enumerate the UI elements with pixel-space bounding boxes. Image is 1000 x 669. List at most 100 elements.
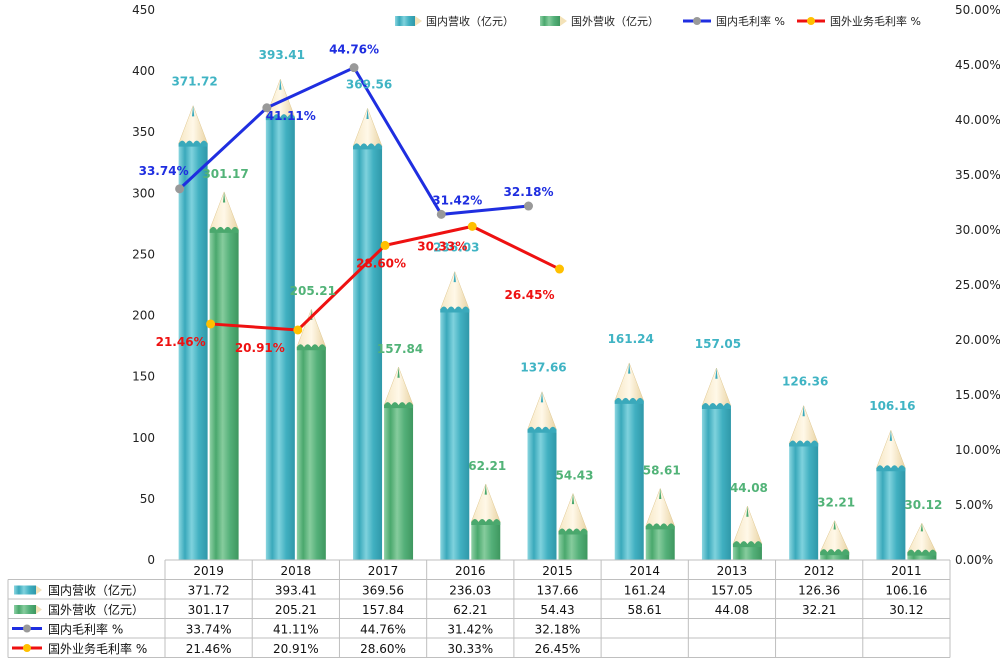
bar-foreign-2014-lead xyxy=(659,488,662,500)
table-row-name: 国外营收（亿元） xyxy=(48,602,144,617)
label-foreign-revenue: 157.84 xyxy=(377,342,423,356)
point-domestic-margin-2018 xyxy=(262,103,272,113)
table-cell: 30.33% xyxy=(447,642,493,656)
bar-domestic-2017 xyxy=(352,107,383,560)
bar-foreign-2011-lead xyxy=(920,523,924,532)
bar-domestic-2018-collar xyxy=(265,114,295,121)
bar-domestic-2019 xyxy=(178,104,208,561)
table-cell: 157.84 xyxy=(362,603,404,617)
table-row: 国外营收（亿元） 301.17 205.21 157.84 62.21 54.43 58.6… xyxy=(14,602,924,617)
x-tick-label: 2012 xyxy=(804,564,835,578)
table-cell: 126.36 xyxy=(798,584,840,598)
y-left-tick: 300 xyxy=(132,186,155,200)
bar-domestic-2015 xyxy=(527,391,557,560)
y-right-tick: 45.00% xyxy=(955,58,1000,72)
label-domestic-revenue: 157.05 xyxy=(695,337,741,351)
bar-foreign-2012 xyxy=(819,520,850,560)
bar-foreign-2016-lead xyxy=(484,483,487,495)
label-foreign-revenue: 30.12 xyxy=(904,498,942,512)
bar-domestic-2013 xyxy=(701,367,732,560)
legend-label: 国内营收（亿元） xyxy=(426,14,514,28)
bar-foreign-2018 xyxy=(296,308,327,560)
legend-label: 国内毛利率 % xyxy=(716,14,785,28)
data-table: 2019 2018 2017 2016 2015 2014 2013 2012 2011 国内营收… xyxy=(7,559,951,658)
bar-domestic-2015-lead xyxy=(540,391,544,403)
y-left-tick: 200 xyxy=(132,309,155,323)
y-left-tick: 250 xyxy=(132,247,155,261)
bar-foreign-2015 xyxy=(558,492,588,560)
table-cell: 157.05 xyxy=(711,584,753,598)
table-marker xyxy=(23,624,31,633)
table-cell: 371.72 xyxy=(188,584,230,598)
point-foreign-margin-2015 xyxy=(555,264,564,274)
bar-foreign-2019-body xyxy=(209,229,239,561)
table-cell: 106.16 xyxy=(885,584,927,598)
legend-swatch xyxy=(395,16,415,26)
y-left-tick: 100 xyxy=(132,431,155,445)
y-right-tick: 50.00% xyxy=(955,3,1000,17)
legend-marker xyxy=(693,17,701,25)
point-foreign-margin-2018 xyxy=(293,325,303,335)
axes: 0 50 100 150 200 250 300 350 400 450 0.00% 5.00% 10.… xyxy=(132,3,1000,567)
x-tick-label: 2013 xyxy=(717,564,748,578)
legend-item: 国内毛利率 % xyxy=(683,14,785,28)
y-left-tick: 150 xyxy=(132,370,155,384)
bar-domestic-2016-lead xyxy=(453,271,456,283)
label-domestic-revenue: 137.66 xyxy=(520,361,566,375)
bar-domestic-2014-body xyxy=(614,400,644,560)
bar-foreign-2011 xyxy=(906,522,937,560)
bar-foreign-2013-body xyxy=(732,544,762,560)
table-row: 国外业务毛利率 % 21.46% 20.91% 28.60% 30.33% 26.45% xyxy=(12,641,580,656)
bar-foreign-2014 xyxy=(645,487,676,560)
bar-foreign-2014-collar xyxy=(645,523,675,530)
bar-domestic-2016 xyxy=(439,270,470,560)
label-foreign-revenue: 32.21 xyxy=(817,496,855,510)
label-foreign-revenue: 62.21 xyxy=(468,459,506,473)
bar-domestic-2013-collar xyxy=(701,403,731,410)
legend-marker xyxy=(807,17,815,25)
table-cell: 32.21 xyxy=(802,603,836,617)
bar-domestic-2014 xyxy=(614,362,645,560)
table-cell: 62.21 xyxy=(453,603,487,617)
y-left-tick: 350 xyxy=(132,125,155,139)
label-foreign-margin: 28.60% xyxy=(356,256,406,270)
label-domestic-revenue: 369.56 xyxy=(346,77,392,91)
bar-foreign-2018-collar xyxy=(296,344,326,351)
bar-foreign-2017-collar xyxy=(384,402,414,409)
table-row: 国内营收（亿元） 371.72 393.41 369.56 236.03 137.66 16… xyxy=(14,583,927,598)
bar-domestic-2017-collar xyxy=(353,143,383,150)
x-tick-label: 2015 xyxy=(542,564,573,578)
y-right-tick: 15.00% xyxy=(955,388,1000,402)
label-domestic-margin: 44.76% xyxy=(329,43,379,57)
table-cell: 54.43 xyxy=(540,603,574,617)
table-row-name: 国外业务毛利率 % xyxy=(48,641,147,656)
bar-foreign-2011-body xyxy=(907,552,937,560)
bar-domestic-2011-lead xyxy=(889,430,893,441)
table-cell: 205.21 xyxy=(275,603,317,617)
y-right-tick: 0.00% xyxy=(955,553,993,567)
table-cell: 236.03 xyxy=(449,584,491,598)
bar-foreign-2018-body xyxy=(296,347,326,560)
point-domestic-margin-2015 xyxy=(524,201,533,211)
bar-foreign-2012-collar xyxy=(820,549,850,556)
legend-item: 国外营收（亿元） xyxy=(540,14,659,28)
lines xyxy=(175,63,564,335)
bar-domestic-2019-lead xyxy=(191,105,195,117)
legend-item: 国外业务毛利率 % xyxy=(797,14,921,28)
bar-domestic-2012-lead xyxy=(802,405,805,417)
bar-foreign-2015-body xyxy=(558,531,588,560)
label-domestic-revenue: 126.36 xyxy=(782,375,828,389)
label-domestic-margin: 33.74% xyxy=(139,164,189,178)
x-tick-label: 2019 xyxy=(193,564,224,578)
point-domestic-margin-2016 xyxy=(436,209,446,219)
label-domestic-margin: 41.11% xyxy=(266,109,316,123)
table-cell: 41.11% xyxy=(273,623,319,637)
legend-swatch-tip xyxy=(560,16,567,26)
label-domestic-revenue: 371.72 xyxy=(171,75,217,89)
bar-domestic-2018-body xyxy=(265,117,295,560)
table-cell: 20.91% xyxy=(273,642,319,656)
bar-foreign-2019 xyxy=(209,191,239,561)
bar-domestic-2012-body xyxy=(789,443,819,560)
label-foreign-margin: 21.46% xyxy=(156,335,206,349)
